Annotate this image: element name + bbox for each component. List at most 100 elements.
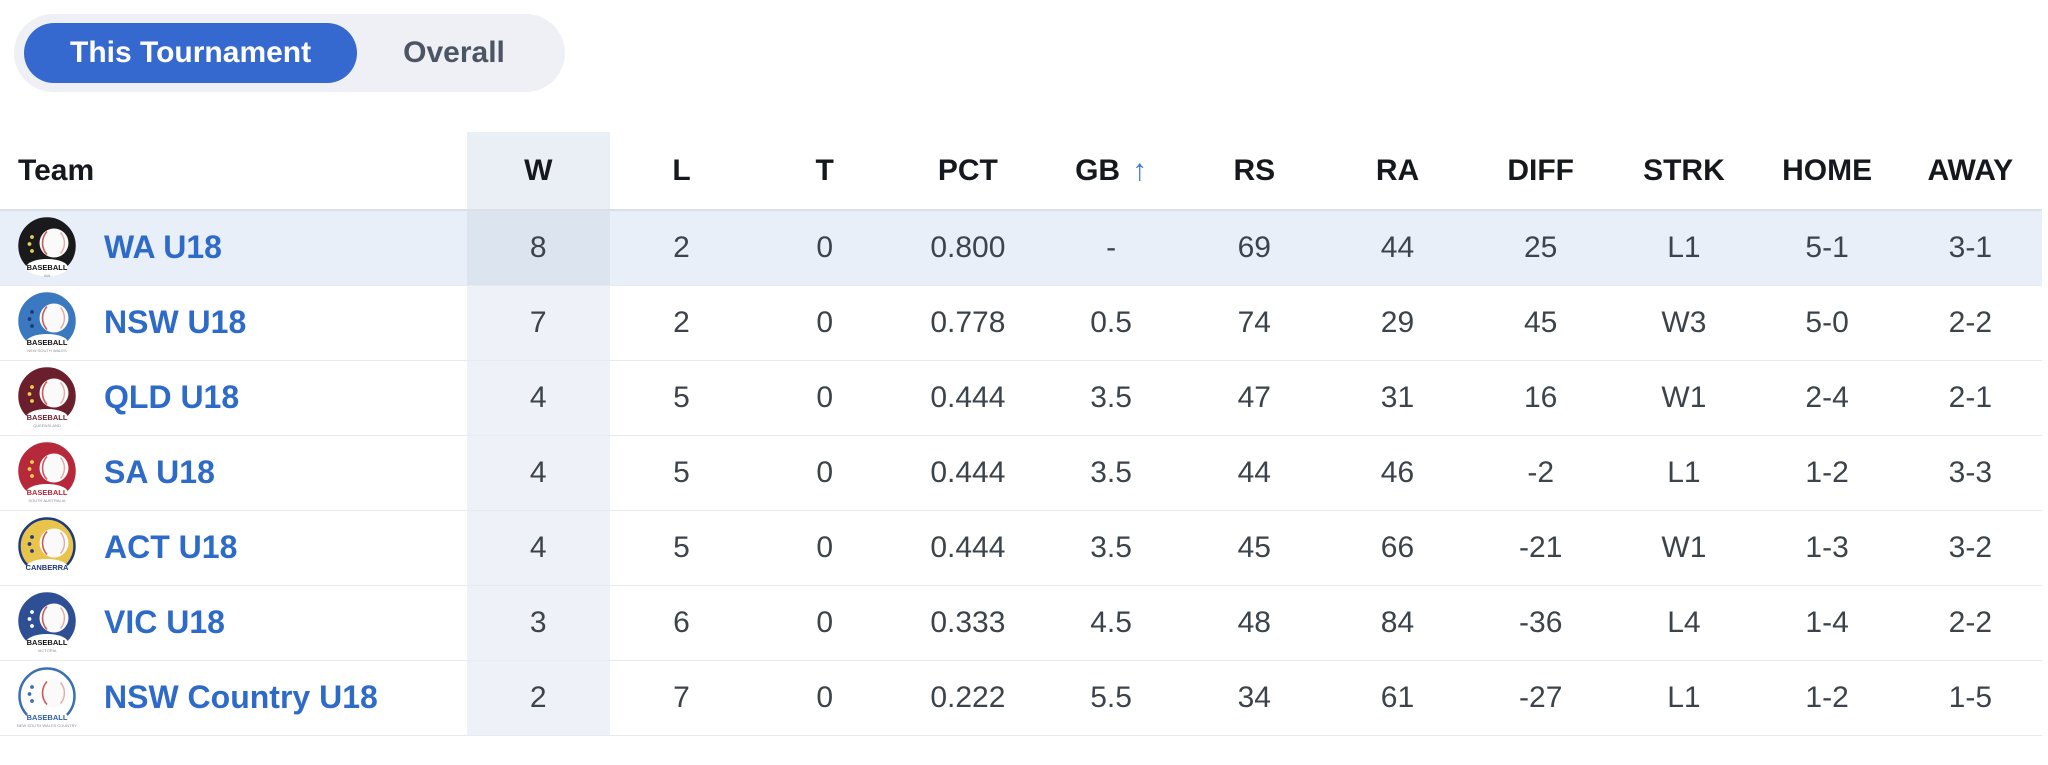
team-name-link[interactable]: NSW U18 xyxy=(104,304,247,340)
svg-text:WA: WA xyxy=(44,273,51,278)
t-value: 0 xyxy=(753,435,897,511)
column-header-t[interactable]: T xyxy=(753,132,897,211)
team-logo-icon: BASEBALL NEW SOUTH WALES xyxy=(16,291,78,354)
team-cell: BASEBALL NEW SOUTH WALES NSW U18 xyxy=(0,285,467,361)
pct-value: 0.800 xyxy=(896,210,1040,286)
column-header-diff[interactable]: DIFF xyxy=(1469,132,1613,211)
column-header-gb[interactable]: GB ↑ xyxy=(1039,132,1183,211)
l-value: 2 xyxy=(609,210,754,286)
column-header-rs[interactable]: RS xyxy=(1182,132,1326,211)
svg-text:VICTORIA: VICTORIA xyxy=(38,648,57,653)
svg-text:BASEBALL: BASEBALL xyxy=(27,638,68,647)
l-value: 2 xyxy=(609,285,754,361)
pct-value: 0.333 xyxy=(896,585,1040,661)
column-header-l[interactable]: L xyxy=(609,132,754,211)
gb-value: - xyxy=(1039,210,1183,286)
column-header-away[interactable]: AWAY xyxy=(1898,132,2042,211)
home-value: 1-4 xyxy=(1755,585,1899,661)
column-header-pct[interactable]: PCT xyxy=(896,132,1040,211)
column-header-ra[interactable]: RA xyxy=(1325,132,1470,211)
team-logo-icon: BASEBALL SOUTH AUSTRALIA xyxy=(16,441,78,504)
away-value: 2-2 xyxy=(1898,285,2042,361)
team-logo-icon: BASEBALL WA xyxy=(16,217,78,279)
rs-value: 45 xyxy=(1182,510,1326,586)
w-value: 8 xyxy=(466,210,610,286)
standings-row[interactable]: BASEBALL QUEENSLAND QLD U18 4 5 0 0.444 3.5 47 31… xyxy=(0,360,2042,436)
team-cell: BASEBALL SOUTH AUSTRALIA SA U18 xyxy=(0,435,467,511)
team-logo-icon: BASEBALL VICTORIA xyxy=(16,591,78,654)
rs-value: 74 xyxy=(1182,285,1326,361)
away-value: 2-1 xyxy=(1898,360,2042,436)
team-cell: CANBERRA ACT U18 xyxy=(0,510,467,586)
team-logo-icon: BASEBALL QUEENSLAND xyxy=(16,366,78,429)
table-header-row: Team W L T PCT GB ↑ RS RA DIFF STRK HOME AWAY xyxy=(0,132,2042,211)
rs-value: 48 xyxy=(1182,585,1326,661)
strk-value: L1 xyxy=(1612,660,1756,736)
home-value: 1-2 xyxy=(1755,435,1899,511)
w-value: 7 xyxy=(466,285,610,361)
standings-row[interactable]: CANBERRA ACT U18 4 5 0 0.444 3.5 45 66 -21 W1 1-3 3-… xyxy=(0,510,2042,586)
column-header-home[interactable]: HOME xyxy=(1755,132,1899,211)
diff-value: -2 xyxy=(1469,435,1613,511)
gb-value: 3.5 xyxy=(1039,510,1183,586)
home-value: 5-0 xyxy=(1755,285,1899,361)
w-value: 2 xyxy=(466,660,610,736)
team-name-link[interactable]: VIC U18 xyxy=(104,604,225,640)
strk-value: W3 xyxy=(1612,285,1756,361)
strk-value: W1 xyxy=(1612,360,1756,436)
t-value: 0 xyxy=(753,360,897,436)
team-name-link[interactable]: WA U18 xyxy=(104,229,222,266)
standings-row[interactable]: BASEBALL SOUTH AUSTRALIA SA U18 4 5 0 0.444 3.5… xyxy=(0,435,2042,511)
svg-text:CANBERRA: CANBERRA xyxy=(26,563,70,572)
l-value: 5 xyxy=(609,435,754,511)
pct-value: 0.778 xyxy=(896,285,1040,361)
toggle-this-tournament[interactable]: This Tournament xyxy=(24,23,358,83)
pct-value: 0.444 xyxy=(896,510,1040,586)
ra-value: 29 xyxy=(1325,285,1470,361)
ra-value: 46 xyxy=(1325,435,1470,511)
standings-row[interactable]: BASEBALL WA WA U18 8 2 0 0.800-69 44 25 L1 5-1 3-1 xyxy=(0,210,2042,286)
t-value: 0 xyxy=(753,210,897,286)
team-cell: BASEBALL VICTORIA VIC U18 xyxy=(0,585,467,661)
t-value: 0 xyxy=(753,285,897,361)
home-value: 1-3 xyxy=(1755,510,1899,586)
l-value: 6 xyxy=(609,585,754,661)
team-cell: BASEBALL WA WA U18 xyxy=(0,210,467,286)
strk-value: L4 xyxy=(1612,585,1756,661)
home-value: 5-1 xyxy=(1755,210,1899,286)
away-value: 1-5 xyxy=(1898,660,2042,736)
diff-value: 25 xyxy=(1469,210,1613,286)
diff-value: 45 xyxy=(1469,285,1613,361)
gb-value: 3.5 xyxy=(1039,360,1183,436)
standings-row[interactable]: BASEBALL NEW SOUTH WALES NSW U18 7 2 0 0.778 0.… xyxy=(0,285,2042,361)
svg-text:BASEBALL: BASEBALL xyxy=(27,488,68,497)
svg-text:BASEBALL: BASEBALL xyxy=(27,413,68,422)
t-value: 0 xyxy=(753,660,897,736)
team-name-link[interactable]: NSW Country U18 xyxy=(104,679,378,715)
standings-table-body: BASEBALL WA WA U18 8 2 0 0.800-69 44 25 L1 5-1 3-1 B… xyxy=(0,210,2042,736)
away-value: 3-2 xyxy=(1898,510,2042,586)
l-value: 7 xyxy=(609,660,754,736)
svg-text:SOUTH AUSTRALIA: SOUTH AUSTRALIA xyxy=(28,498,65,503)
standings-row[interactable]: BASEBALL NEW SOUTH WALES COUNTRY NSW Count… xyxy=(0,660,2042,736)
standings-scope-toggle: This Tournament Overall xyxy=(14,14,565,92)
diff-value: 16 xyxy=(1469,360,1613,436)
column-header-w[interactable]: W xyxy=(466,132,610,211)
gb-value: 0.5 xyxy=(1039,285,1183,361)
t-value: 0 xyxy=(753,585,897,661)
toggle-overall[interactable]: Overall xyxy=(357,23,551,83)
pct-value: 0.444 xyxy=(896,435,1040,511)
column-header-team[interactable]: Team xyxy=(0,132,467,211)
team-cell: BASEBALL QUEENSLAND QLD U18 xyxy=(0,360,467,436)
sort-ascending-icon: ↑ xyxy=(1132,153,1148,187)
team-name-link[interactable]: SA U18 xyxy=(104,454,215,490)
diff-value: -36 xyxy=(1469,585,1613,661)
team-name-link[interactable]: ACT U18 xyxy=(104,529,238,565)
l-value: 5 xyxy=(609,510,754,586)
team-cell: BASEBALL NEW SOUTH WALES COUNTRY NSW Count… xyxy=(0,660,467,736)
standings-row[interactable]: BASEBALL VICTORIA VIC U18 3 6 0 0.333 4.5 48 84 -3… xyxy=(0,585,2042,661)
team-name-link[interactable]: QLD U18 xyxy=(104,379,240,415)
w-value: 4 xyxy=(466,360,610,436)
column-header-strk[interactable]: STRK xyxy=(1612,132,1756,211)
